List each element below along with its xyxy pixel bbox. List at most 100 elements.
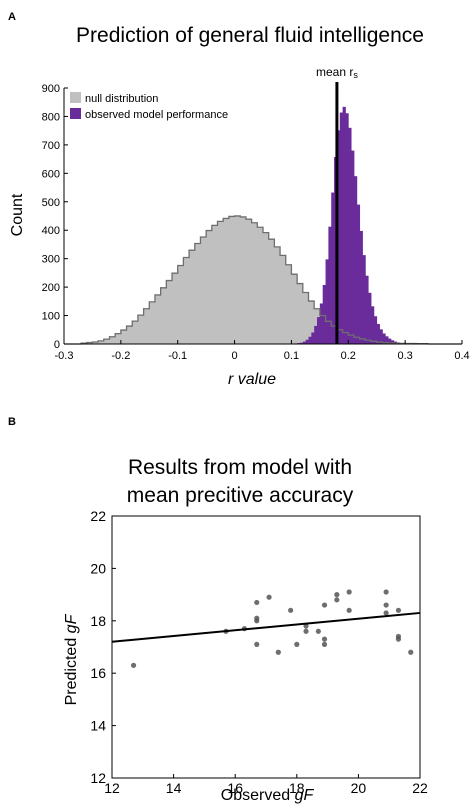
- null-distribution-outline: [64, 215, 462, 345]
- observed-bar: [348, 127, 352, 344]
- observed-bar: [365, 275, 369, 344]
- x-tick-label: 0: [232, 350, 238, 362]
- scatter-point: [383, 602, 389, 608]
- scatter-point: [254, 599, 260, 606]
- observed-bar: [379, 329, 383, 344]
- x-tick-label: 20: [351, 780, 367, 796]
- observed-bar: [328, 226, 332, 344]
- scatter-point: [321, 641, 328, 647]
- observed-bar: [317, 317, 321, 344]
- observed-bar: [373, 316, 378, 344]
- y-tick-label: 16: [90, 665, 106, 681]
- scatter-point: [294, 641, 300, 647]
- panel-b-label: B: [8, 416, 16, 428]
- scatter-point: [275, 649, 281, 655]
- scatter-plot-area: 12 14 16 18 20 22 12 14 16 18 20 22: [90, 508, 428, 796]
- panel-a-title: Prediction of general fluid intelligence: [76, 24, 424, 47]
- observed-bar: [385, 336, 389, 344]
- scatter-point: [334, 592, 340, 598]
- y-tick-label: 12: [90, 770, 106, 786]
- observed-bar: [376, 323, 380, 344]
- observed-bar: [319, 303, 324, 344]
- scatter-frame: [111, 515, 421, 779]
- observed-bar: [339, 112, 343, 344]
- y-tick-label: 600: [42, 168, 60, 180]
- x-tick-label: 14: [166, 780, 182, 796]
- x-tick-label: -0.2: [111, 350, 130, 362]
- null-distribution-fill: [64, 215, 462, 344]
- observed-bar: [311, 332, 315, 344]
- scatter-point: [321, 602, 328, 608]
- panel-b-xlabel: Observed gF: [221, 787, 315, 804]
- observed-bar: [390, 340, 395, 344]
- observed-bar: [351, 150, 355, 344]
- panel-a-ylabel: Count: [9, 193, 26, 236]
- scatter-point: [288, 607, 294, 613]
- observed-bar: [325, 259, 329, 344]
- y-tick-label: 14: [90, 718, 106, 734]
- x-tick-label: 18: [289, 780, 305, 796]
- x-tick-label: 22: [412, 780, 428, 796]
- y-tick-label: 400: [42, 225, 60, 237]
- observed-bar: [314, 325, 318, 344]
- panel-a-label: A: [8, 11, 16, 23]
- observed-bar: [382, 333, 386, 344]
- observed-bar: [302, 341, 307, 344]
- observed-bar: [336, 130, 341, 344]
- observed-bar: [345, 113, 349, 345]
- scatter-point: [254, 618, 260, 624]
- panel-b-ylabel: Predicted gF: [63, 613, 80, 705]
- observed-bar: [368, 292, 372, 344]
- scatter-point: [395, 607, 402, 613]
- histogram-plot-area: -0.3 -0.2 -0.1 0 0.1 0.2 0.3 0.4 0 100 200 300 400 50…: [42, 65, 470, 362]
- y-tick-label: 900: [42, 83, 60, 95]
- legend-entry: null distribution: [85, 93, 158, 105]
- x-tick-label: 0.3: [397, 350, 412, 362]
- y-tick-label: 200: [42, 282, 60, 294]
- observed-bar: [359, 230, 363, 344]
- mean-rs-label: mean rs: [316, 65, 358, 80]
- observed-bar: [362, 255, 366, 344]
- legend-entry: observed model performance: [85, 109, 228, 121]
- scatter-point: [408, 649, 414, 655]
- y-tick-label: 18: [90, 613, 106, 629]
- scatter-point: [334, 597, 340, 603]
- x-tick-label: 0.1: [284, 350, 299, 362]
- y-tick-label: 0: [54, 339, 60, 351]
- x-tick-label: 0.2: [341, 350, 356, 362]
- scatter-point: [266, 594, 272, 600]
- y-tick-label: 100: [42, 311, 60, 323]
- observed-bar: [342, 106, 346, 344]
- observed-bar: [308, 336, 312, 344]
- x-tick-label: 16: [227, 780, 243, 796]
- panel-b-title-line1: Results from model with: [128, 456, 352, 479]
- scatter-point: [254, 641, 260, 647]
- legend-swatch: [70, 108, 81, 119]
- x-tick-label: 0.4: [454, 350, 469, 362]
- y-tick-label: 20: [90, 560, 106, 576]
- y-tick-label: 700: [42, 140, 60, 152]
- observed-bar: [371, 306, 375, 344]
- observed-bar: [331, 192, 335, 344]
- scatter-point: [130, 662, 137, 668]
- observed-bar: [322, 284, 326, 344]
- regression-line: [111, 611, 421, 643]
- observed-bar: [356, 204, 361, 344]
- scatter-point: [383, 589, 389, 595]
- panel-a-xlabel: r value: [228, 371, 276, 388]
- panel-b-title-line2: mean precitive accuracy: [127, 484, 354, 507]
- y-tick-label: 800: [42, 111, 60, 123]
- observed-bar: [299, 342, 304, 344]
- x-tick-label: -0.1: [168, 350, 187, 362]
- x-tick-label: 12: [104, 780, 120, 796]
- scatter-point: [321, 636, 328, 642]
- scatter-point: [395, 636, 402, 642]
- scatter-point: [303, 623, 309, 629]
- scatter-point: [303, 628, 309, 634]
- scatter-point: [383, 610, 389, 616]
- y-tick-label: 22: [90, 508, 106, 524]
- scatter-point: [346, 589, 352, 595]
- x-tick-label: -0.3: [55, 350, 74, 362]
- observed-bar: [388, 338, 392, 344]
